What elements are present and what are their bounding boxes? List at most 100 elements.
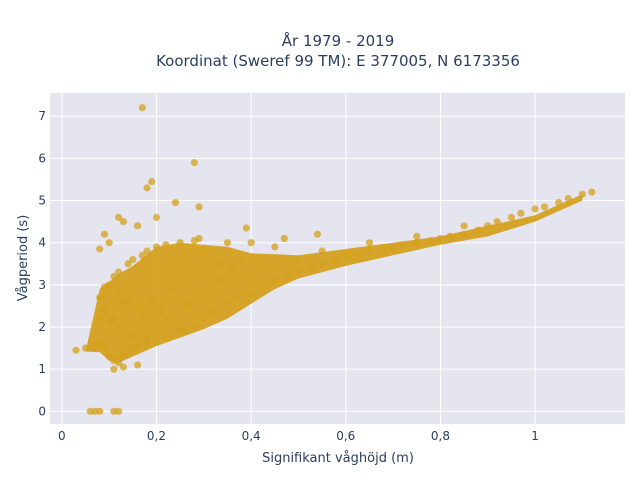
data-point [294, 268, 303, 276]
x-tick-label: 0,8 [431, 429, 450, 443]
data-point [115, 359, 123, 367]
data-point [398, 241, 407, 249]
data-point [115, 407, 123, 415]
data-point [365, 239, 374, 247]
data-point [271, 243, 279, 251]
data-point [517, 209, 525, 217]
data-point [309, 264, 317, 272]
data-point [148, 298, 156, 306]
data-point [124, 348, 132, 356]
data-point [133, 302, 142, 310]
data-point [105, 239, 113, 247]
data-point [148, 177, 156, 186]
data-point [190, 158, 198, 167]
data-point [190, 323, 198, 331]
data-point [555, 199, 563, 207]
y-tick-label: 7 [38, 109, 46, 123]
data-point [233, 293, 241, 302]
data-point [110, 314, 118, 323]
x-tick-label: 0 [58, 429, 66, 443]
data-point [115, 289, 123, 297]
data-point [531, 205, 539, 213]
data-point [474, 226, 482, 234]
data-point [181, 327, 189, 335]
data-point [152, 213, 161, 221]
data-point [540, 203, 549, 211]
data-point [318, 260, 326, 268]
grid-lines [50, 93, 625, 424]
data-point [105, 319, 113, 327]
y-tick-label: 0 [38, 404, 46, 418]
data-point [176, 239, 184, 247]
y-axis-label: Vågperiod (s) [16, 215, 31, 302]
x-tick-label: 1 [531, 429, 539, 443]
data-point [247, 289, 255, 297]
y-tick-label: 2 [38, 320, 46, 334]
data-point [133, 342, 142, 350]
data-point [162, 241, 170, 249]
data-point [578, 190, 587, 198]
y-tick-label: 1 [38, 362, 46, 376]
data-point [138, 310, 146, 318]
dense-point-cloud [85, 194, 583, 363]
data-point [181, 298, 189, 306]
data-point [105, 281, 113, 289]
data-point [380, 245, 388, 253]
data-point [460, 222, 468, 230]
data-point [167, 285, 175, 293]
data-point [124, 298, 132, 306]
data-point [152, 336, 161, 344]
data-point [427, 236, 435, 245]
data-point [157, 306, 165, 314]
y-tick-label: 4 [38, 236, 46, 250]
data-point [171, 199, 180, 207]
data-point [214, 260, 222, 268]
data-points [72, 104, 596, 415]
data-point [133, 361, 142, 369]
data-point [162, 333, 170, 342]
data-point [115, 213, 123, 221]
data-point [332, 255, 340, 264]
data-point [148, 323, 156, 331]
data-point [223, 239, 232, 247]
data-point [318, 247, 326, 255]
chart-title-line1: År 1979 - 2019 [282, 31, 395, 50]
x-tick-label: 0,2 [147, 429, 166, 443]
data-point [195, 203, 203, 211]
tick-labels: 0 0,2 0,4 0,6 0,8 1 0 1 2 3 4 5 6 7 [38, 109, 539, 443]
data-point [204, 310, 213, 318]
data-point [342, 251, 350, 259]
data-point [143, 184, 151, 192]
data-point [228, 264, 236, 272]
data-point [365, 247, 374, 255]
data-point [351, 249, 359, 257]
data-point [162, 314, 170, 323]
data-point [200, 272, 208, 281]
data-point [238, 255, 246, 264]
x-axis-label: Signifikant våghöjd (m) [262, 451, 414, 466]
data-point [171, 323, 180, 331]
y-tick-label: 5 [38, 194, 46, 208]
data-point [564, 194, 572, 203]
data-point [209, 306, 217, 314]
data-point [138, 251, 146, 259]
data-point [588, 188, 596, 196]
data-point [271, 277, 279, 285]
data-point [96, 245, 104, 253]
data-point [105, 352, 113, 361]
data-point [152, 243, 161, 251]
y-tick-label: 6 [38, 151, 46, 165]
data-point [285, 272, 293, 281]
data-point [100, 306, 109, 314]
data-point [72, 346, 80, 354]
data-point [389, 243, 397, 251]
data-point [143, 336, 151, 344]
data-point [119, 218, 127, 226]
data-point [413, 232, 421, 240]
x-tick-label: 0,6 [336, 429, 355, 443]
x-tick-label: 0,4 [242, 429, 261, 443]
data-point [256, 281, 265, 289]
data-point [242, 224, 250, 232]
data-point [96, 407, 104, 415]
